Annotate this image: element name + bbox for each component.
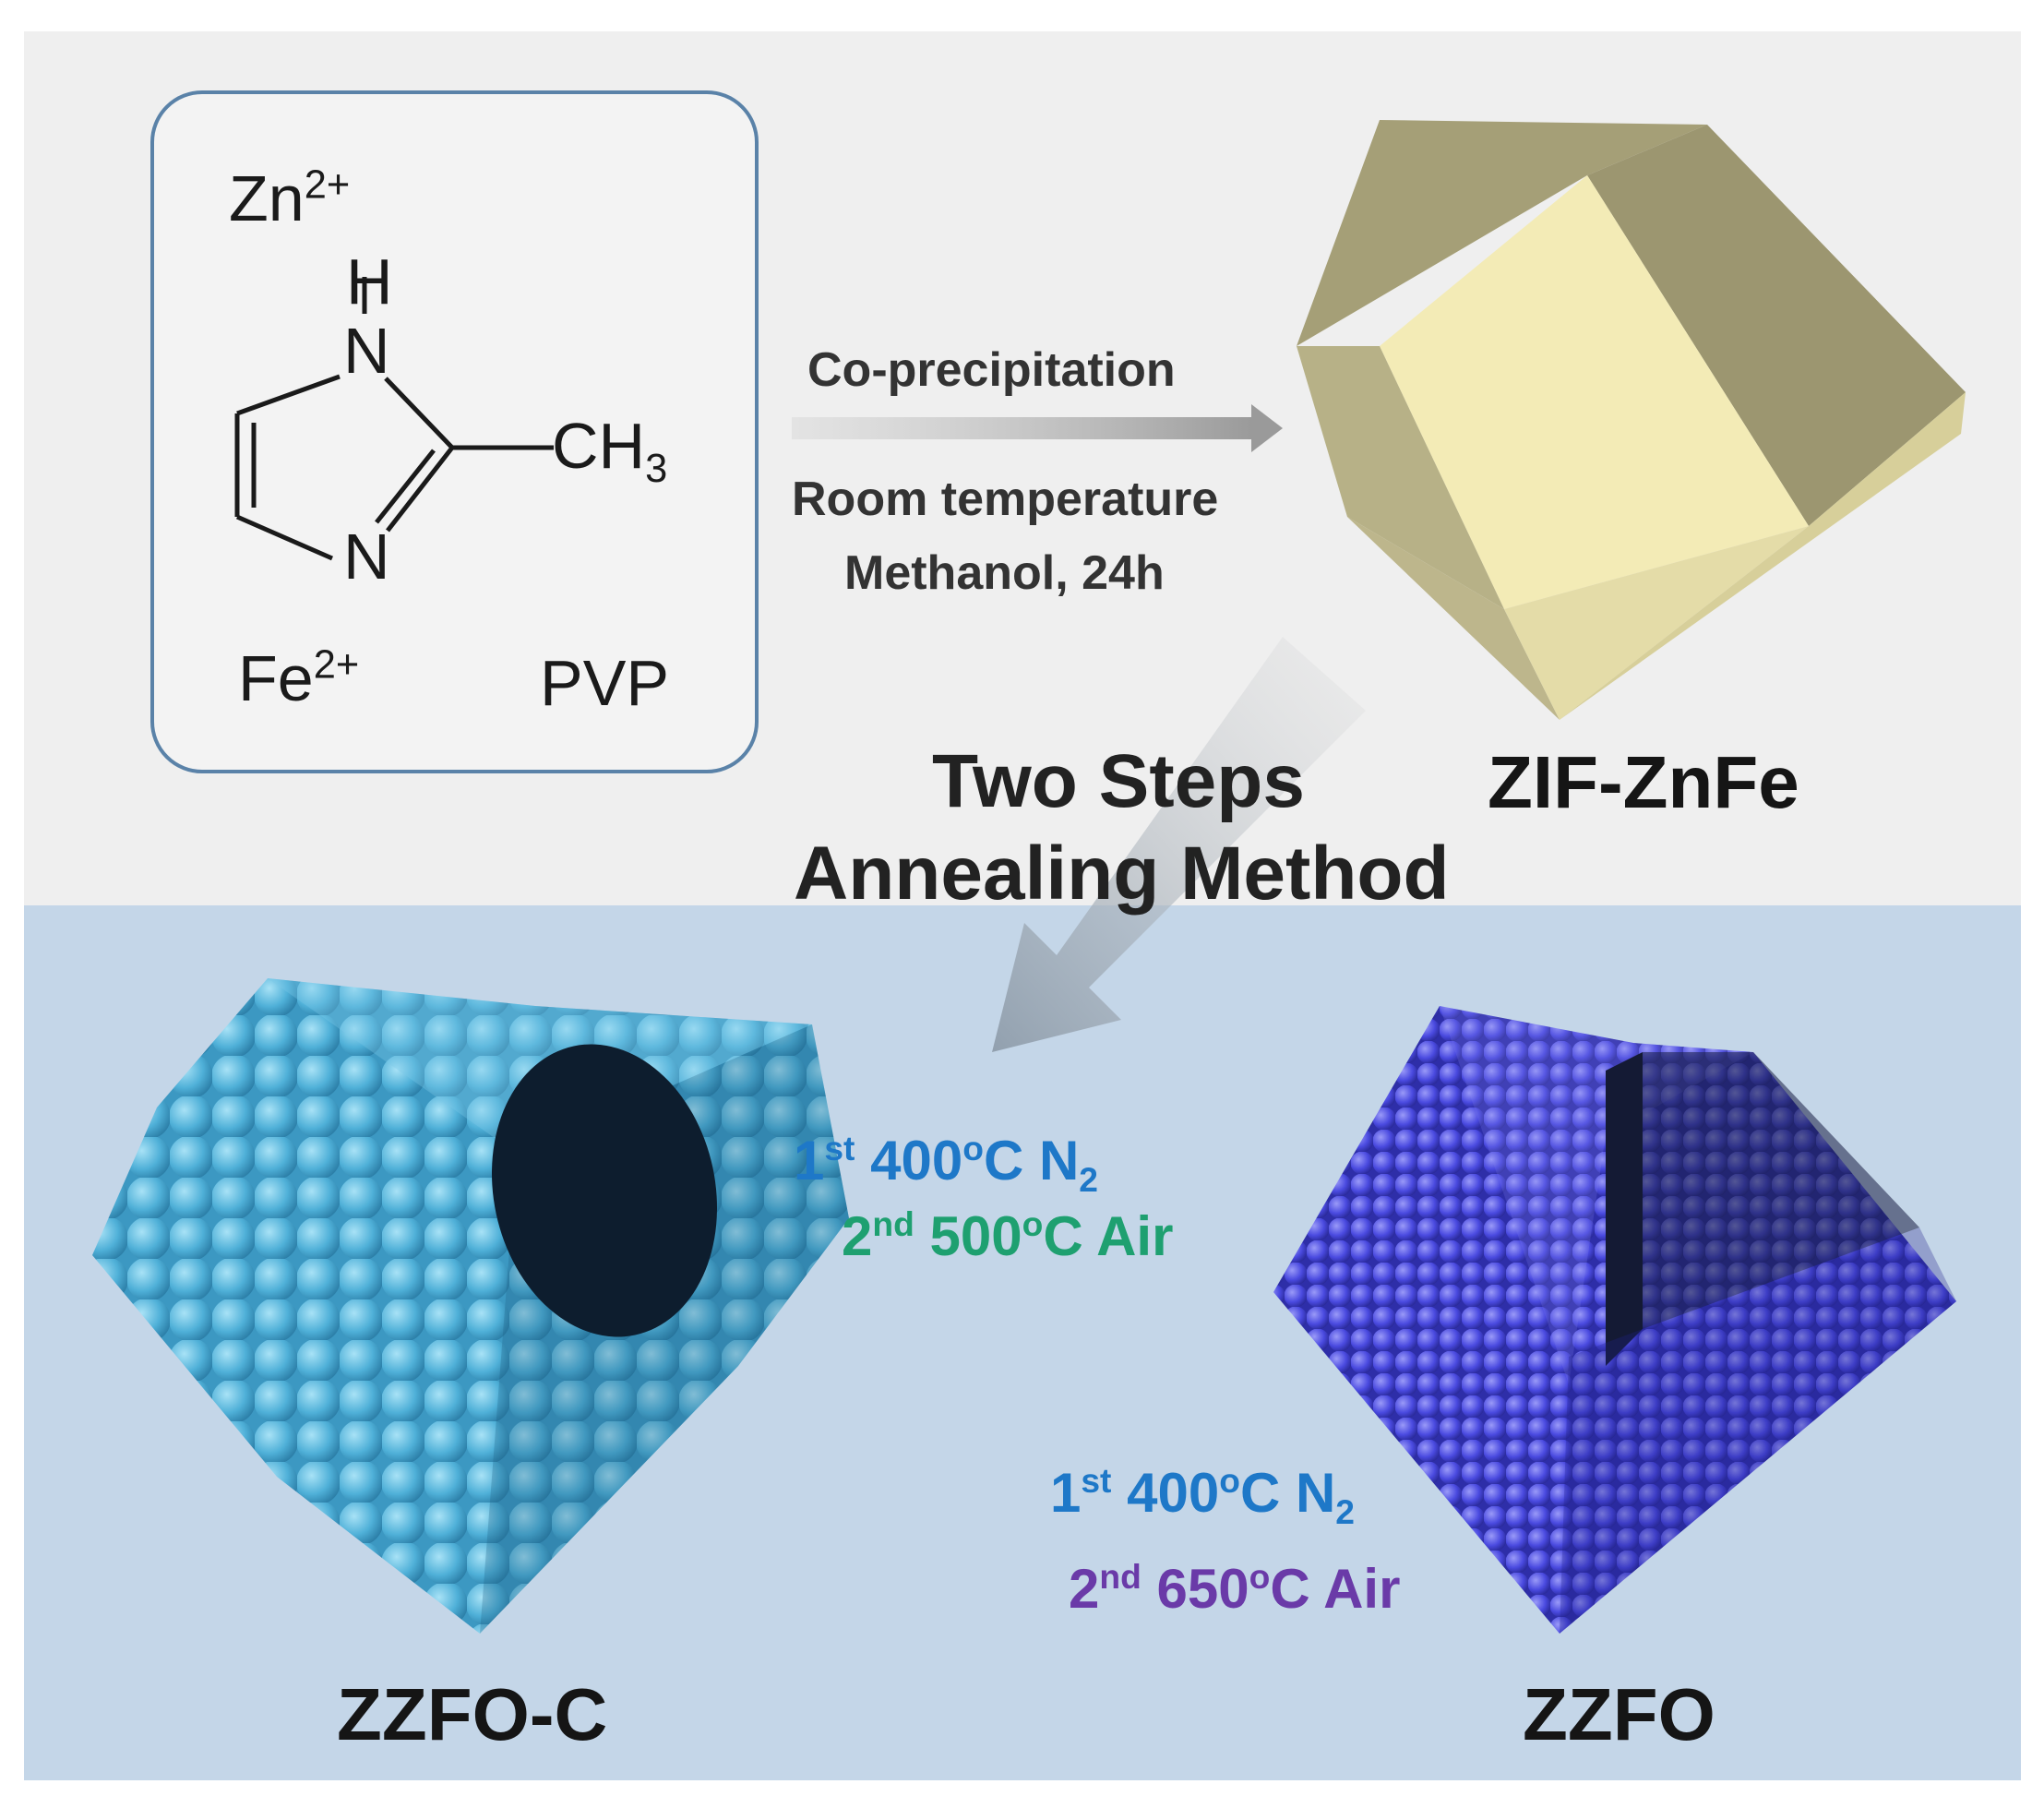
zzfo-c-label: ZZFO-C — [337, 1673, 608, 1755]
methyl-label: CH3 — [552, 410, 668, 491]
zzfo-c-step2-condition: 2nd 500oC Air — [842, 1204, 1174, 1267]
zzfo-particle — [1273, 1006, 1956, 1634]
zzfo-step2-condition: 2nd 650oC Air — [1069, 1557, 1401, 1620]
pvp-label: PVP — [540, 647, 670, 719]
co-precipitation-arrow — [792, 404, 1283, 452]
imidazole-structure — [234, 277, 554, 561]
hollow-cavity — [491, 1044, 718, 1337]
zif-znfe-crystal — [1297, 120, 1966, 720]
ring-bond-n1-c2 — [384, 377, 454, 449]
annealing-method-label: Annealing Method — [794, 832, 1450, 916]
zif-znfe-label: ZIF-ZnFe — [1488, 741, 1799, 823]
zzfo-c-particle — [92, 978, 849, 1634]
zzfo-label: ZZFO — [1523, 1673, 1715, 1755]
nitrogen-bottom-label: N — [343, 521, 390, 593]
zzfo-c-step1-condition: 1st 400oC N2 — [794, 1129, 1098, 1199]
iron-ion-label: Fe2+ — [238, 642, 360, 714]
ring-bond-c2-n3 — [386, 446, 454, 533]
methanol-time-label: Methanol, 24h — [844, 546, 1165, 600]
ring-double-bond-c2-n3 — [375, 449, 436, 524]
zinc-ion-label: Zn2+ — [229, 162, 351, 234]
cutaway-shadow — [1606, 1052, 1643, 1366]
zzfo-step1-condition: 1st 400oC N2 — [1050, 1461, 1355, 1531]
hydrogen-atom-label: H — [346, 245, 393, 317]
room-temperature-label: Room temperature — [792, 473, 1219, 526]
ring-bond-n1-c5 — [236, 374, 341, 416]
two-steps-label: Two Steps — [932, 739, 1305, 823]
co-precipitation-label: Co-precipitation — [807, 343, 1176, 397]
nitrogen-top-label: N — [343, 315, 390, 387]
annealing-arrow — [992, 637, 1366, 1052]
ring-bond-c4-n3 — [235, 514, 334, 561]
